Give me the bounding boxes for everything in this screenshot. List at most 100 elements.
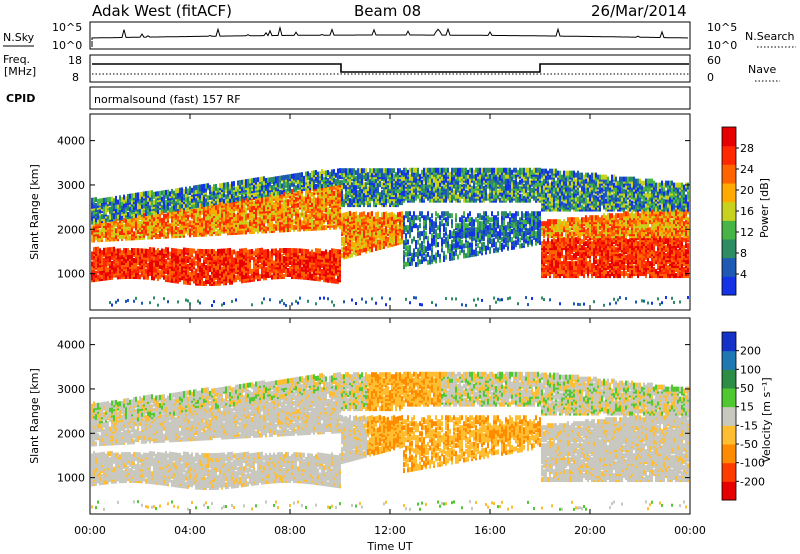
heatmap-cell [139, 198, 141, 204]
heatmap-cell [163, 297, 165, 301]
heatmap-cell [283, 302, 285, 306]
heatmap-cell [97, 274, 99, 280]
heatmap-cell [181, 249, 183, 255]
heatmap-cell [113, 246, 115, 252]
heatmap-cell [91, 237, 93, 243]
heatmap-cell [103, 197, 105, 203]
heatmap-cell [279, 248, 281, 254]
heatmap-cell [265, 226, 267, 232]
heatmap-cell [101, 254, 103, 260]
heatmap-cell [131, 248, 133, 254]
heatmap-cell [341, 237, 343, 243]
heatmap-cell [165, 247, 167, 253]
heatmap-cell [293, 248, 295, 254]
heatmap-cell [165, 203, 167, 209]
heatmap-cell [253, 177, 255, 183]
heatmap-cell [201, 184, 203, 190]
heatmap-cell [217, 187, 219, 193]
nsearch-tick-top: 10^5 [707, 21, 737, 34]
heatmap-cell [91, 219, 93, 225]
heatmap-cell [377, 239, 379, 245]
heatmap-cell [103, 228, 105, 234]
heatmap-cell [171, 261, 173, 267]
heatmap-cell [249, 249, 251, 255]
heatmap-cell [97, 250, 99, 256]
heatmap-cell [103, 247, 105, 253]
heatmap-cell [391, 168, 393, 174]
heatmap-cell [317, 276, 319, 282]
heatmap-cell [231, 249, 233, 255]
heatmap-cell [169, 271, 171, 277]
heatmap-cell [197, 184, 199, 190]
heatmap-cell [379, 168, 381, 174]
heatmap-cell [113, 198, 115, 204]
heatmap-cell [357, 168, 359, 174]
heatmap-cell [163, 194, 165, 200]
heatmap-cell [253, 200, 255, 206]
heatmap-cell [165, 213, 167, 219]
heatmap-cell [179, 270, 181, 276]
heatmap-cell [107, 267, 109, 273]
heatmap-cell [175, 225, 177, 231]
heatmap-cell [163, 213, 165, 219]
heatmap-cell [171, 221, 173, 227]
heatmap-cell [195, 203, 197, 209]
heatmap-cell [215, 230, 217, 236]
heatmap-cell [107, 215, 109, 221]
heatmap-cell [383, 211, 385, 217]
heatmap-cell [169, 201, 171, 207]
heatmap-cell [205, 215, 207, 221]
heatmap-cell [317, 248, 319, 254]
heatmap-cell [239, 196, 241, 202]
heatmap-cell [251, 178, 253, 184]
date-title: 26/Mar/2014 [591, 2, 687, 20]
heatmap-cell [329, 171, 331, 177]
heatmap-cell [113, 258, 115, 264]
heatmap-cell [205, 257, 207, 263]
heatmap-cell [289, 265, 291, 271]
heatmap-cell [347, 168, 349, 174]
heatmap-cell [381, 190, 383, 196]
heatmap-cell [165, 263, 167, 269]
cpid-frame [89, 86, 691, 110]
heatmap-cell [299, 254, 301, 260]
heatmap-cell [189, 248, 191, 254]
heatmap-cell [207, 183, 209, 189]
heatmap-cell [151, 196, 153, 202]
heatmap-cell [303, 196, 305, 202]
heatmap-cell [179, 228, 181, 234]
heatmap-cell [105, 273, 107, 279]
heatmap-cell [339, 168, 341, 174]
heatmap-cell [341, 168, 343, 174]
heatmap-cell [347, 211, 349, 217]
heatmap-cell [381, 182, 383, 188]
freq-tick-bottom: 8 [72, 71, 79, 84]
heatmap-cell [187, 222, 189, 228]
heatmap-cell [183, 220, 185, 226]
heatmap-cell [345, 246, 347, 252]
heatmap-cell [193, 214, 195, 220]
heatmap-cell [313, 251, 315, 257]
heatmap-cell [121, 200, 123, 206]
heatmap-cell [261, 176, 263, 182]
heatmap-cell [169, 207, 171, 213]
heatmap-cell [223, 248, 225, 254]
heatmap-cell [143, 212, 145, 218]
heatmap-cell [119, 248, 121, 254]
heatmap-cell [97, 266, 99, 272]
heatmap-cell [375, 301, 377, 305]
heatmap-cell [185, 202, 187, 208]
heatmap-cell [181, 232, 183, 238]
heatmap-cell [95, 203, 97, 209]
heatmap-cell [125, 248, 127, 254]
heatmap-cell [287, 267, 289, 273]
heatmap-cell [381, 212, 383, 218]
heatmap-cell [153, 216, 155, 222]
heatmap-cell [209, 200, 211, 206]
heatmap-cell [355, 211, 357, 217]
heatmap-cell [139, 260, 141, 266]
heatmap-cell [159, 260, 161, 266]
heatmap-cell [157, 218, 159, 224]
heatmap-cell [107, 197, 109, 203]
heatmap-cell [161, 190, 163, 196]
